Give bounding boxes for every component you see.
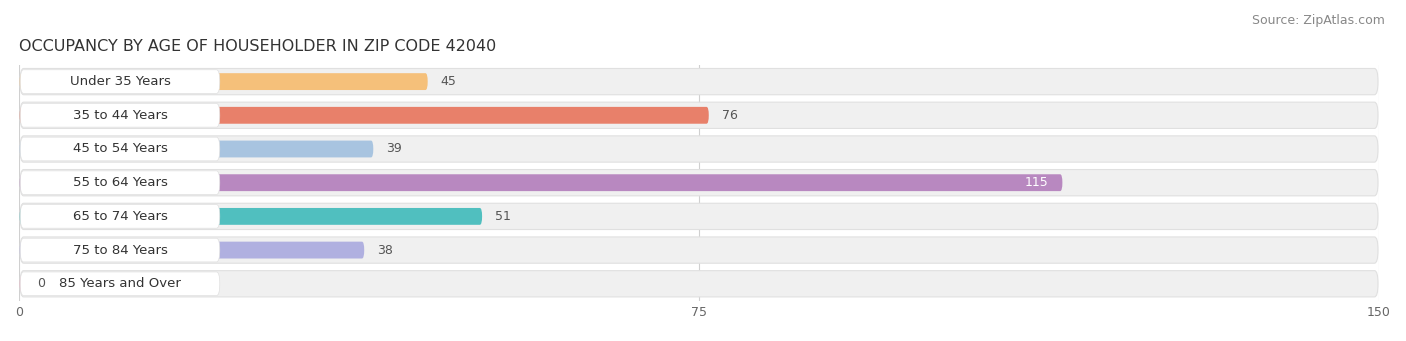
- FancyBboxPatch shape: [20, 203, 1378, 229]
- Text: 35 to 44 Years: 35 to 44 Years: [73, 109, 167, 122]
- Text: Source: ZipAtlas.com: Source: ZipAtlas.com: [1251, 14, 1385, 27]
- Text: 55 to 64 Years: 55 to 64 Years: [73, 176, 167, 189]
- Text: OCCUPANCY BY AGE OF HOUSEHOLDER IN ZIP CODE 42040: OCCUPANCY BY AGE OF HOUSEHOLDER IN ZIP C…: [20, 39, 496, 54]
- FancyBboxPatch shape: [20, 272, 219, 296]
- Text: 39: 39: [387, 143, 402, 155]
- FancyBboxPatch shape: [20, 208, 482, 225]
- Text: 115: 115: [1025, 176, 1047, 189]
- Text: 0: 0: [37, 277, 45, 290]
- FancyBboxPatch shape: [20, 136, 1378, 162]
- FancyBboxPatch shape: [20, 271, 1378, 297]
- FancyBboxPatch shape: [20, 238, 219, 262]
- Text: 76: 76: [721, 109, 738, 122]
- FancyBboxPatch shape: [20, 205, 219, 228]
- Text: 65 to 74 Years: 65 to 74 Years: [73, 210, 167, 223]
- FancyBboxPatch shape: [20, 137, 219, 161]
- FancyBboxPatch shape: [20, 171, 219, 194]
- FancyBboxPatch shape: [20, 140, 374, 158]
- FancyBboxPatch shape: [20, 237, 1378, 263]
- Text: 85 Years and Over: 85 Years and Over: [59, 277, 181, 290]
- Text: 45: 45: [440, 75, 457, 88]
- FancyBboxPatch shape: [20, 102, 1378, 129]
- Text: Under 35 Years: Under 35 Years: [69, 75, 170, 88]
- FancyBboxPatch shape: [20, 242, 364, 258]
- FancyBboxPatch shape: [20, 73, 427, 90]
- FancyBboxPatch shape: [20, 275, 24, 292]
- Text: 75 to 84 Years: 75 to 84 Years: [73, 243, 167, 256]
- FancyBboxPatch shape: [20, 169, 1378, 196]
- Text: 51: 51: [495, 210, 510, 223]
- FancyBboxPatch shape: [20, 69, 1378, 95]
- Text: 45 to 54 Years: 45 to 54 Years: [73, 143, 167, 155]
- FancyBboxPatch shape: [20, 107, 709, 124]
- Text: 38: 38: [377, 243, 394, 256]
- FancyBboxPatch shape: [20, 103, 219, 127]
- FancyBboxPatch shape: [20, 70, 219, 93]
- FancyBboxPatch shape: [20, 174, 1063, 191]
